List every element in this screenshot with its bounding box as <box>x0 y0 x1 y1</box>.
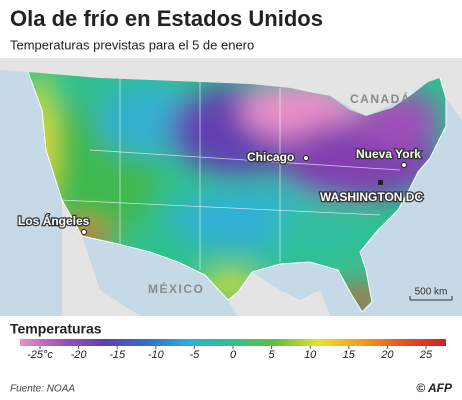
title: Ola de frío en Estados Unidos <box>10 6 323 31</box>
tick-label: 0 <box>230 349 237 361</box>
tick-label: -5 <box>190 349 201 361</box>
canada-land <box>0 58 462 120</box>
source: Fuente: NOAA <box>10 384 75 395</box>
city-label: Nueva York <box>356 147 421 161</box>
legend: -25°c -20 -15 -10 -5 0 5 10 15 20 25 <box>20 339 446 361</box>
credit: © AFP <box>416 381 453 395</box>
tick-label: 20 <box>380 349 394 361</box>
tick-label: 25 <box>419 349 433 361</box>
map: CANADÁ MÉXICO Chicago Nueva York WASHING… <box>0 58 462 316</box>
scale-bar-label: 500 km <box>415 287 448 298</box>
city-label: Chicago <box>247 150 294 164</box>
legend-title: Temperaturas <box>10 321 102 337</box>
city-label: Los Ángeles <box>18 213 90 228</box>
country-label: CANADÁ <box>350 91 411 106</box>
mexico-land <box>62 200 330 316</box>
city-label: WASHINGTON DC <box>320 190 423 204</box>
country-label: MÉXICO <box>148 281 204 296</box>
tick-label: 10 <box>304 349 317 361</box>
tick-label: -20 <box>71 349 88 361</box>
tick-label: -25°c <box>27 349 53 361</box>
tick-label: 15 <box>343 349 356 361</box>
color-bar <box>20 339 446 346</box>
tick-label: -15 <box>109 349 126 361</box>
subtitle: Temperaturas previstas para el 5 de ener… <box>10 37 254 52</box>
tick-label: -10 <box>148 349 165 361</box>
tick-label: 5 <box>269 349 276 361</box>
